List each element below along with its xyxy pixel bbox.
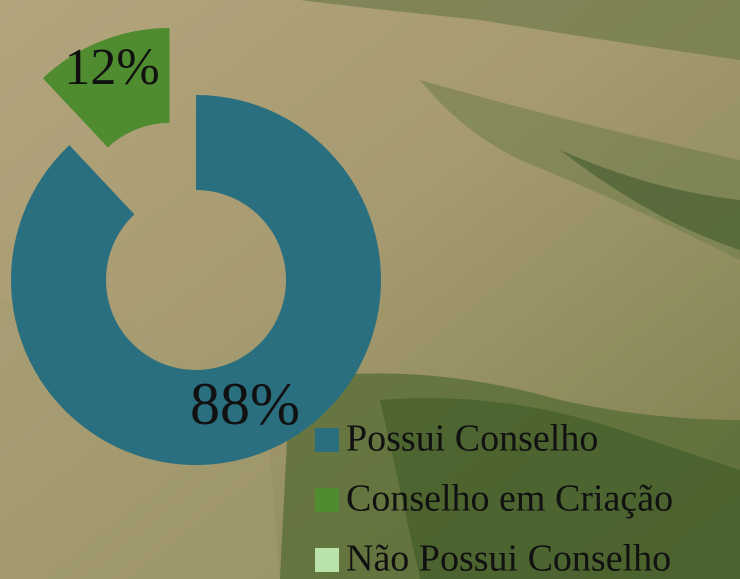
data-label: 88% — [190, 371, 300, 437]
legend-label: Possui Conselho — [346, 418, 598, 460]
chart: 88% 12% Possui Conselho Conselho em Criaçã… — [0, 0, 740, 579]
legend-swatch — [315, 548, 339, 572]
legend-swatch — [315, 428, 339, 452]
legend-label: Conselho em Criação — [346, 478, 673, 520]
data-label: 12% — [64, 39, 159, 96]
legend-swatch — [315, 488, 339, 512]
legend-label: Não Possui Conselho — [346, 538, 671, 579]
